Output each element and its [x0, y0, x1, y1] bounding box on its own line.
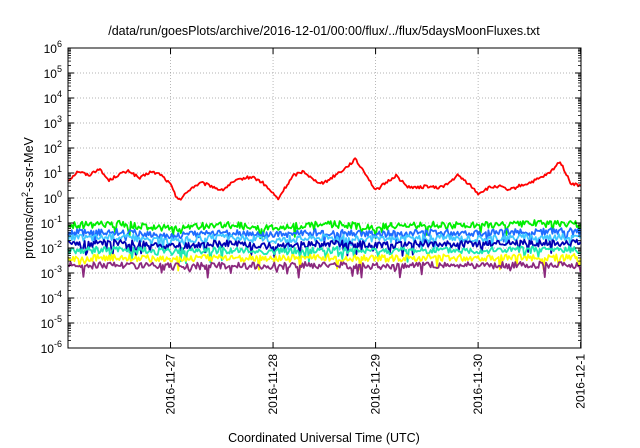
y-tick-label: 101	[44, 164, 62, 181]
y-axis-ticks: 10-6 10-5 10-4 10-3 10-2 10-1 100 101 102 103 104 1…	[41, 39, 581, 356]
series-group	[67, 157, 582, 279]
series-line	[67, 238, 582, 258]
series-line	[67, 219, 582, 240]
series-line	[67, 157, 582, 201]
x-axis-ticks: 2016-11-27 2016-11-28 2016-11-29 2016-11-30…	[164, 48, 588, 415]
y-tick-label: 10-3	[41, 264, 62, 281]
series-line	[67, 245, 581, 265]
y-tick-label: 104	[44, 89, 62, 106]
y-tick-label: 10-1	[41, 214, 62, 231]
y-tick-label: 103	[44, 114, 62, 131]
x-tick-label: 2016-12-1	[574, 354, 588, 409]
x-tick-label: 2016-11-30	[471, 354, 485, 415]
y-axis-label: protons/cm2-s-sr-MeV	[20, 136, 36, 258]
x-tick-label: 2016-11-27	[164, 354, 178, 415]
plot-frame	[67, 47, 582, 349]
y-tick-label: 10-6	[41, 339, 62, 356]
y-tick-label: 10-5	[41, 314, 62, 331]
y-axis-label-sup: 2	[20, 192, 30, 197]
y-tick-label: 106	[44, 39, 62, 56]
x-tick-label: 2016-11-29	[369, 354, 383, 415]
y-axis-label-before: protons/cm	[22, 197, 36, 259]
grid-lines	[68, 48, 581, 348]
series-line	[67, 253, 582, 272]
x-tick-label: 2016-11-28	[266, 354, 280, 415]
series-line	[67, 232, 582, 252]
series-line	[67, 260, 582, 279]
y-tick-label: 100	[44, 189, 62, 206]
y-tick-label: 102	[44, 139, 62, 156]
chart-title: /data/run/goesPlots/archive/2016-12-01/0…	[108, 24, 540, 38]
y-tick-label: 10-2	[41, 239, 62, 256]
y-tick-label: 10-4	[41, 289, 62, 306]
y-axis-label-after: -s-sr-MeV	[22, 136, 36, 192]
x-axis-label: Coordinated Universal Time (UTC)	[228, 431, 420, 445]
y-tick-label: 105	[44, 64, 62, 81]
